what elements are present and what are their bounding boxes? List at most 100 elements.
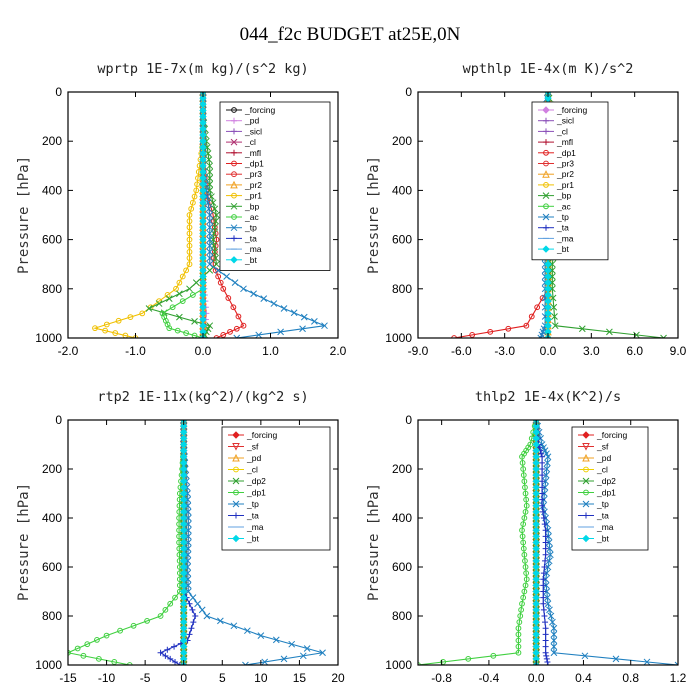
data-point xyxy=(540,515,547,521)
data-point xyxy=(204,199,212,207)
legend-entry: _pr3 xyxy=(538,159,574,169)
data-point xyxy=(139,310,146,317)
data-point xyxy=(206,236,214,243)
data-point xyxy=(520,466,527,472)
legend-entry: _sf xyxy=(228,442,259,452)
data-point xyxy=(523,576,530,583)
data-point xyxy=(205,205,213,213)
y-tick-label: 800 xyxy=(392,282,412,296)
legend-entry: _forcing xyxy=(228,430,278,440)
legend-entry: _bp xyxy=(226,201,259,211)
data-point xyxy=(184,588,192,595)
data-point xyxy=(539,478,546,485)
data-point xyxy=(522,557,528,564)
data-point xyxy=(92,325,98,332)
legend-entry: _forcing xyxy=(538,105,588,115)
y-tick-label: 600 xyxy=(42,560,62,574)
data-point xyxy=(549,294,557,302)
x-tick-label: 0.0 xyxy=(195,344,212,358)
legend-entry: _pr3 xyxy=(226,169,262,179)
legend-entry: _bp xyxy=(538,191,571,201)
data-point xyxy=(548,279,556,287)
x-tick-label: -5 xyxy=(140,671,151,685)
data-point xyxy=(176,290,183,298)
data-point xyxy=(186,261,193,268)
legend-label: _tp xyxy=(556,212,569,222)
data-point xyxy=(542,643,549,650)
y-tick-label: 0 xyxy=(55,413,62,427)
data-point xyxy=(211,223,219,231)
legend-marker xyxy=(543,149,549,156)
data-point xyxy=(111,659,118,665)
data-point xyxy=(68,649,71,656)
series-group xyxy=(92,92,328,338)
data-point xyxy=(184,557,192,565)
data-point xyxy=(540,594,547,601)
legend-label: _dp1 xyxy=(246,488,266,498)
data-point xyxy=(542,471,550,479)
data-point xyxy=(95,655,102,662)
data-point xyxy=(162,652,169,659)
legend-marker xyxy=(231,171,237,178)
data-point xyxy=(209,199,217,207)
data-point xyxy=(490,652,497,659)
legend-label: _sicl xyxy=(244,126,262,136)
data-point xyxy=(204,150,212,157)
data-point xyxy=(186,212,193,218)
data-point xyxy=(80,652,87,659)
data-point xyxy=(204,325,212,333)
data-point xyxy=(551,313,558,320)
data-point xyxy=(522,484,528,491)
legend-entry: _dp2 xyxy=(578,476,616,486)
data-point xyxy=(240,285,247,293)
legend-entry: _tp xyxy=(538,212,569,222)
legend-marker xyxy=(231,128,237,135)
legend-label: _ma xyxy=(246,522,264,532)
data-point xyxy=(547,551,554,559)
legend-marker xyxy=(543,117,549,124)
data-point xyxy=(520,545,527,552)
data-point xyxy=(167,655,174,662)
data-point xyxy=(532,420,540,424)
legend-entry: _dp2 xyxy=(228,476,266,486)
legend-entry: _bt xyxy=(226,255,257,265)
data-point xyxy=(660,334,667,338)
legend-label: _bp xyxy=(244,201,259,211)
data-point xyxy=(544,658,551,665)
data-point xyxy=(543,588,551,595)
data-point xyxy=(199,92,207,96)
data-point xyxy=(230,304,237,311)
data-point xyxy=(172,594,178,601)
data-point xyxy=(186,255,193,261)
legend-entry: _tp xyxy=(226,223,257,233)
data-point xyxy=(167,600,174,607)
data-point xyxy=(213,335,220,338)
legend-entry: _dp1 xyxy=(226,159,264,169)
legend-label: _ac xyxy=(556,201,571,211)
y-tick-label: 600 xyxy=(42,233,62,247)
data-point xyxy=(198,606,206,614)
data-point xyxy=(539,502,546,509)
data-point xyxy=(549,618,556,626)
data-point xyxy=(176,313,183,321)
data-point xyxy=(544,459,551,467)
legend-marker xyxy=(230,202,238,210)
legend-label: _tp xyxy=(246,499,259,509)
data-point xyxy=(184,539,192,546)
data-point xyxy=(179,273,186,280)
data-point xyxy=(255,331,263,338)
data-point xyxy=(542,619,549,626)
legend-entry: _mfl xyxy=(226,148,261,158)
legend-entry: _dp1 xyxy=(228,488,266,498)
legend-marker xyxy=(232,534,240,543)
data-point xyxy=(186,236,193,243)
y-tick-label: 800 xyxy=(392,609,412,623)
data-point xyxy=(674,661,678,665)
data-point xyxy=(539,496,546,503)
y-tick-label: 400 xyxy=(42,183,62,197)
legend-marker xyxy=(543,139,549,146)
data-point xyxy=(184,551,192,559)
data-point xyxy=(205,156,213,164)
panel-title: thlp2 1E-4x(K^2)/s xyxy=(475,389,621,405)
data-point xyxy=(520,472,527,479)
